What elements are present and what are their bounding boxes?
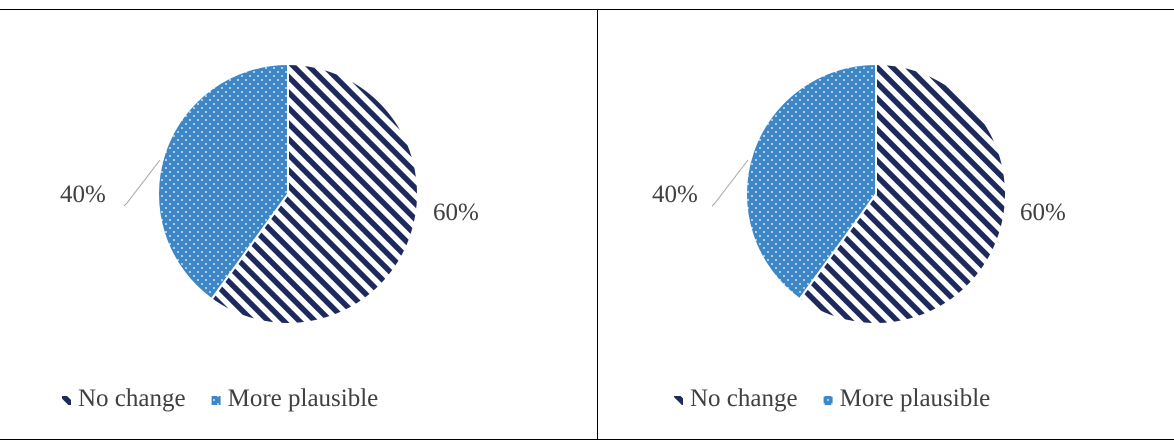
pie-chart-left: 60% 40% No change More plausible xyxy=(60,62,479,412)
legend-key-more-plausible xyxy=(211,396,221,405)
legend-label-more-plausible: More plausible xyxy=(228,385,379,412)
label-leader-line xyxy=(123,159,161,207)
pie-slice-no-change xyxy=(210,62,419,325)
legend-label-no-change: No change xyxy=(78,385,186,412)
bottom-rule xyxy=(0,439,1174,440)
data-label-no-change: 60% xyxy=(1020,199,1066,226)
legend-label-no-change: No change xyxy=(690,385,798,412)
data-label-no-change: 60% xyxy=(433,199,479,226)
chart-panel-left: 60% 40% No change More plausible xyxy=(0,10,597,439)
pie-slice-no-change xyxy=(798,62,1007,325)
pie-slice-more-plausible xyxy=(745,62,877,301)
top-rule xyxy=(0,9,1174,10)
legend-key-no-change xyxy=(674,396,683,405)
chart-panel-right: 60% 40% No change More plausible xyxy=(598,10,1174,439)
legend-key-no-change xyxy=(62,396,71,405)
legend-label-more-plausible: More plausible xyxy=(840,385,991,412)
pie-slice-more-plausible xyxy=(157,62,289,301)
legend-key-more-plausible xyxy=(823,396,833,405)
data-label-more-plausible: 40% xyxy=(60,181,106,208)
data-label-more-plausible: 40% xyxy=(652,181,698,208)
panel-divider xyxy=(597,9,598,440)
pie-chart-right: 60% 40% No change More plausible xyxy=(652,62,1066,412)
label-leader-line xyxy=(711,159,749,207)
